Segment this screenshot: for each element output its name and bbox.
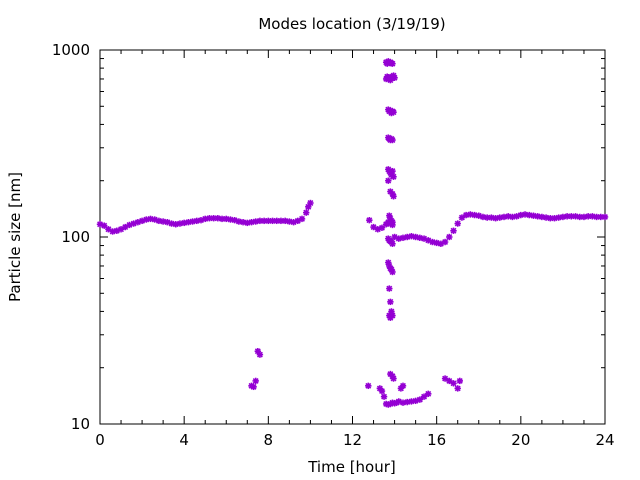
data-point — [168, 220, 175, 227]
data-point — [601, 213, 609, 221]
data-point — [390, 193, 397, 200]
data-point — [305, 203, 312, 211]
data-point — [517, 211, 525, 219]
data-point — [378, 387, 386, 395]
y-tick-label: 10 — [71, 415, 90, 433]
data-point — [366, 216, 373, 224]
data-point — [380, 393, 388, 400]
x-tick-label: 24 — [595, 431, 614, 449]
data-point — [252, 377, 259, 385]
data-point — [389, 240, 396, 247]
x-tick-label: 4 — [179, 431, 189, 449]
y-tick-label: 1000 — [52, 41, 90, 59]
data-point — [454, 220, 461, 227]
data-point — [389, 136, 396, 144]
data-point — [399, 382, 407, 390]
x-tick-label: 0 — [95, 431, 105, 449]
data-point — [390, 375, 397, 382]
data-point — [441, 238, 449, 246]
ticks — [99, 49, 606, 425]
data-point — [389, 218, 396, 226]
data-point — [433, 239, 440, 247]
chart-title: Modes location (3/19/19) — [258, 15, 445, 33]
data-point — [488, 214, 495, 221]
data-point — [176, 220, 184, 227]
x-tick-label: 16 — [427, 431, 446, 449]
data-point — [387, 298, 394, 306]
x-tick-label: 20 — [511, 431, 530, 449]
data-point — [298, 215, 306, 223]
data-point — [538, 213, 546, 221]
data-point — [250, 383, 257, 391]
tick-labels: 0 4 8 12 16 20 24 10 100 1000 — [52, 41, 615, 449]
data-point — [420, 393, 428, 400]
data-point — [456, 377, 464, 385]
y-tick-label: 100 — [61, 228, 90, 246]
data-point — [390, 108, 397, 116]
data-point — [425, 390, 432, 398]
data-point — [286, 218, 293, 225]
data-point — [109, 228, 116, 235]
data-point — [572, 213, 579, 220]
x-axis-label: Time [hour] — [307, 458, 396, 476]
data-point — [404, 398, 411, 406]
data-point — [303, 209, 310, 216]
data-point — [307, 199, 314, 207]
data-point — [386, 285, 393, 292]
data-point — [391, 74, 398, 82]
x-tick-label: 12 — [343, 431, 362, 449]
data-point — [450, 380, 457, 387]
data-point — [467, 211, 474, 218]
data-point — [385, 177, 392, 184]
data-point — [391, 233, 398, 241]
data-point — [446, 233, 453, 241]
data-point — [509, 213, 516, 221]
data-point — [389, 167, 396, 175]
data-point — [389, 268, 396, 276]
data-points — [96, 58, 609, 408]
data-point — [390, 173, 397, 180]
data-point — [227, 216, 234, 223]
plot-frame — [99, 49, 606, 425]
data-point — [450, 227, 457, 234]
data-point — [189, 218, 196, 225]
x-tick-label: 8 — [264, 431, 274, 449]
y-axis-label: Particle size [nm] — [6, 172, 24, 302]
data-point — [252, 218, 259, 225]
data-point — [526, 211, 533, 219]
data-point — [256, 351, 264, 358]
data-point — [389, 60, 396, 67]
data-point — [365, 382, 372, 390]
data-point — [416, 396, 424, 403]
data-point — [389, 312, 396, 319]
data-point — [202, 215, 209, 223]
data-point — [454, 385, 461, 392]
